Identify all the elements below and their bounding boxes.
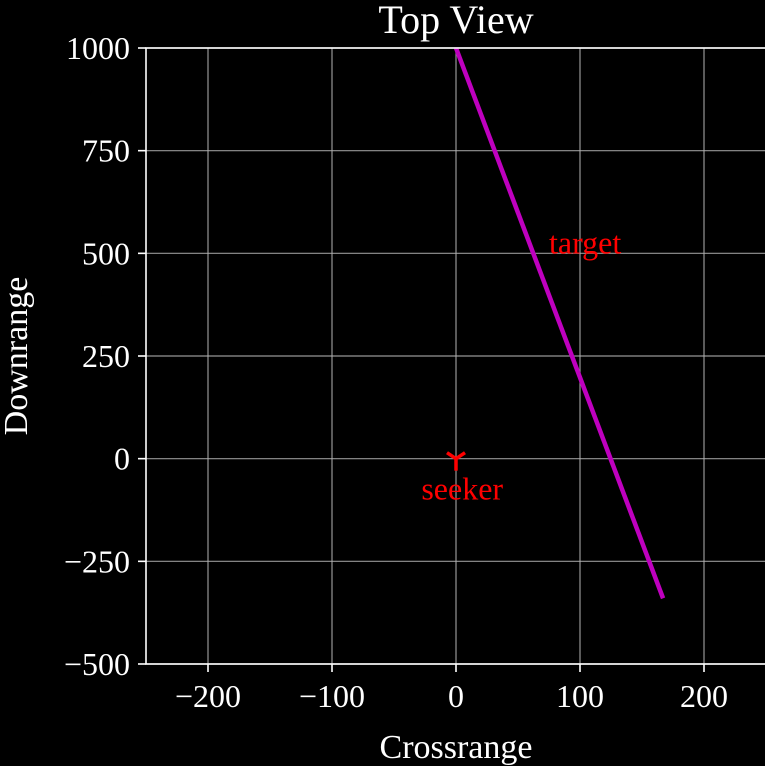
grid-lines: [146, 47, 765, 665]
x-tick-label: 0: [448, 678, 464, 714]
x-tick-label: −200: [175, 678, 241, 714]
y-axis-label: Downrange: [0, 277, 35, 436]
x-tick-label: −100: [299, 678, 365, 714]
y-tick-label: 250: [82, 338, 130, 374]
tick-layer: −200 −100 0 100 200 −500 −250 0 250 500 750 1000: [64, 30, 728, 714]
annotation-layer: target seeker: [421, 224, 621, 506]
series-layer: [453, 47, 666, 600]
chart-title: Top View: [378, 0, 533, 42]
y-tick-label: −500: [64, 646, 130, 682]
seeker-annotation: seeker: [421, 471, 503, 507]
x-tick-label: 100: [556, 678, 604, 714]
y-tick-label: 1000: [66, 30, 130, 66]
x-axis-label: Crossrange: [380, 729, 533, 766]
y-tick-label: −250: [64, 543, 130, 579]
x-tick-label: 200: [680, 678, 728, 714]
y-tick-label: 750: [82, 133, 130, 169]
seeker-marker: [446, 451, 466, 471]
target-trajectory-line: [453, 47, 666, 600]
y-tick-label: 0: [114, 441, 130, 477]
marker-layer: [446, 451, 466, 471]
target-annotation: target: [549, 224, 621, 260]
y-tick-label: 500: [82, 235, 130, 271]
